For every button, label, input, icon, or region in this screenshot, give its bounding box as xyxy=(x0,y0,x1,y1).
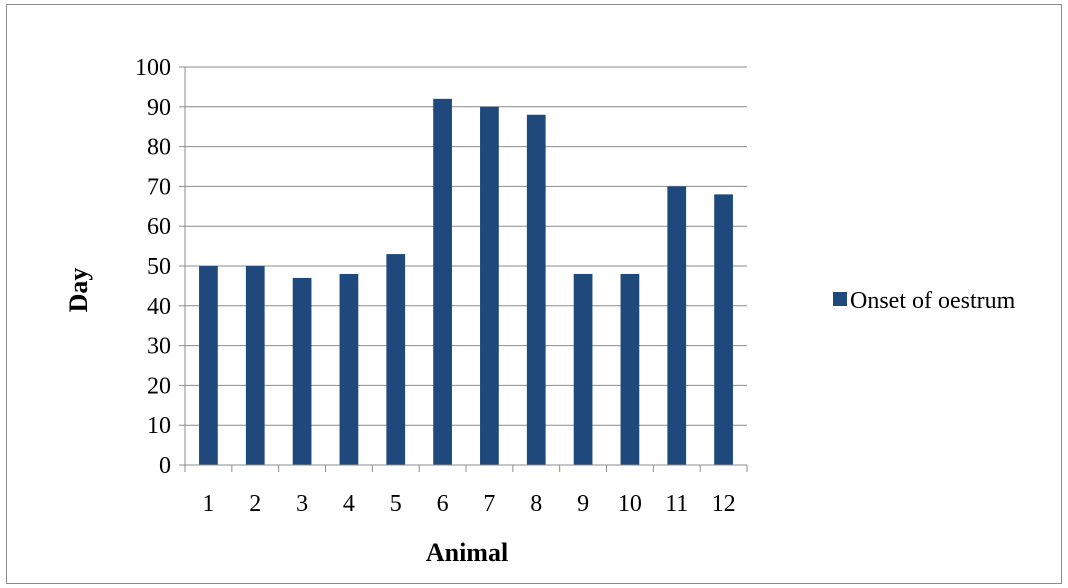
legend-label: Onset of oestrum xyxy=(850,288,1016,314)
bar xyxy=(339,273,359,465)
y-tick-label: 0 xyxy=(159,453,171,479)
legend: Onset of oestrum xyxy=(833,288,1016,314)
x-tick-label: 1 xyxy=(202,491,214,517)
y-tick-label: 90 xyxy=(147,95,171,121)
x-tick-label: 11 xyxy=(665,491,688,517)
y-tick-label: 10 xyxy=(147,413,171,439)
bar xyxy=(714,194,733,466)
x-tick-label: 7 xyxy=(483,491,495,517)
bar xyxy=(620,273,640,465)
y-axis-title: Day xyxy=(64,268,93,313)
bar xyxy=(526,114,546,465)
x-tick-label: 10 xyxy=(618,491,642,517)
legend-swatch xyxy=(833,292,847,306)
x-tick-label: 9 xyxy=(577,491,589,517)
x-tick-label: 3 xyxy=(296,491,308,517)
bar xyxy=(386,254,406,465)
y-tick-label: 70 xyxy=(147,174,171,200)
x-tick-label: 4 xyxy=(343,491,355,517)
y-tick-labels: 0 10 20 30 40 50 60 70 80 90 100 xyxy=(135,55,171,479)
x-tick-label: 8 xyxy=(530,491,542,517)
x-tick-label: 2 xyxy=(249,491,261,517)
bar xyxy=(667,186,687,465)
x-axis-title: Animal xyxy=(426,538,508,567)
bar xyxy=(199,266,218,465)
bar xyxy=(292,277,312,465)
axes xyxy=(179,66,748,472)
y-tick-label: 60 xyxy=(147,214,171,240)
y-tick-label: 30 xyxy=(147,334,171,360)
bar xyxy=(480,106,499,466)
y-tick-label: 50 xyxy=(147,254,171,280)
bar xyxy=(245,266,265,465)
x-tick-label: 5 xyxy=(390,491,402,517)
y-tick-label: 20 xyxy=(147,373,171,399)
chart-frame: 0 10 20 30 40 50 60 70 80 90 100 1 2 3 4 5 6 7 8 9 10 11 12 A… xyxy=(6,4,1062,584)
y-tick-label: 100 xyxy=(135,55,171,81)
bar xyxy=(433,98,452,465)
gridlines xyxy=(185,66,747,426)
bars xyxy=(199,98,733,466)
x-tick-label: 6 xyxy=(437,491,449,517)
x-tick-label: 12 xyxy=(712,491,736,517)
y-tick-label: 80 xyxy=(147,135,171,161)
y-tick-label: 40 xyxy=(147,294,171,320)
x-tick-labels: 1 2 3 4 5 6 7 8 9 10 11 12 xyxy=(202,491,735,517)
bar xyxy=(573,273,593,465)
